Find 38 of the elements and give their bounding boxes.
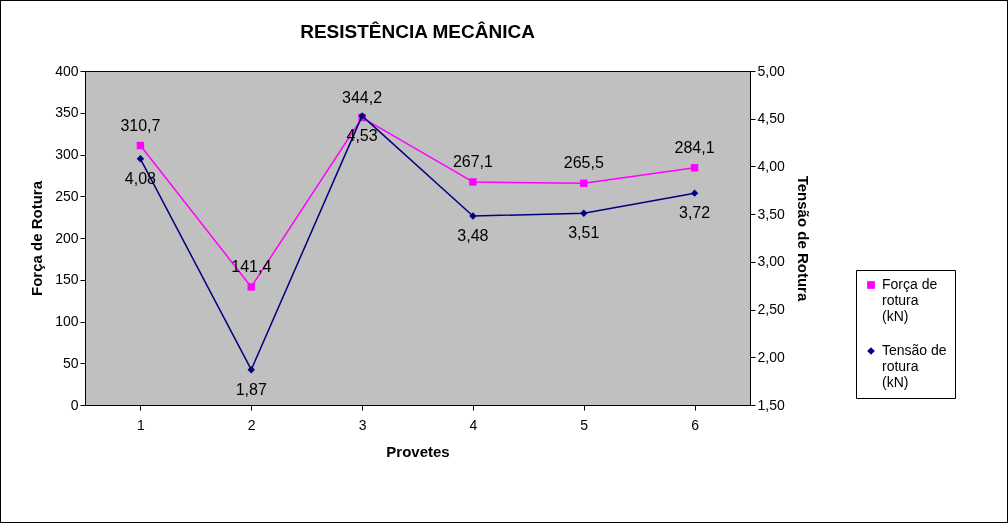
y-tick-label: 400 [55,62,79,79]
y2-tick-label: 2,50 [757,301,785,318]
data-label: 344,2 [342,88,383,106]
y2-tick-label: 3,00 [757,253,785,270]
x-tick-label: 3 [358,416,367,433]
data-label: 284,1 [674,138,715,156]
data-label: 3,48 [457,227,489,245]
y-tick-label: 300 [55,146,79,162]
y-tick-label: 350 [55,104,79,121]
y-tick-label: 100 [55,313,79,329]
x-tick-label: 2 [247,416,256,433]
data-label: 265,5 [563,154,604,172]
data-label: 1,87 [235,380,267,398]
legend-label: Força de rotura (kN) [882,276,938,324]
y-tick-label: 0 [70,396,79,413]
chart-title: RESISTÊNCIA MECÂNICA [300,21,536,42]
x-axis-title: Provetes [386,442,450,460]
data-label: 3,72 [679,204,711,222]
y2-tick-label: 2,00 [757,348,785,365]
y2-tick-label: 4,50 [757,110,785,127]
y2-tick-label: 5,00 [757,62,785,79]
y-tick-label: 50 [62,354,79,371]
y-tick-label: 250 [55,187,79,204]
y-axis-title: Força de Rotura [28,180,46,297]
x-tick-label: 5 [580,416,589,433]
y-tick-label: 200 [55,229,79,246]
data-label: 3,51 [568,224,600,242]
y2-tick-label: 3,50 [757,205,785,222]
data-label: 310,7 [120,116,161,134]
x-tick-label: 4 [469,416,478,433]
x-tick-label: 1 [137,416,146,433]
y2-tick-label: 1,50 [757,396,785,413]
y2-tick-label: 4,00 [757,157,785,174]
data-label: 267,1 [452,152,494,170]
legend-label: Tensão de rotura (kN) [882,342,947,390]
x-tick-label: 6 [691,416,700,433]
y-tick-label: 150 [55,271,79,288]
y2-axis-title: Tensão de Rotura [794,175,812,302]
